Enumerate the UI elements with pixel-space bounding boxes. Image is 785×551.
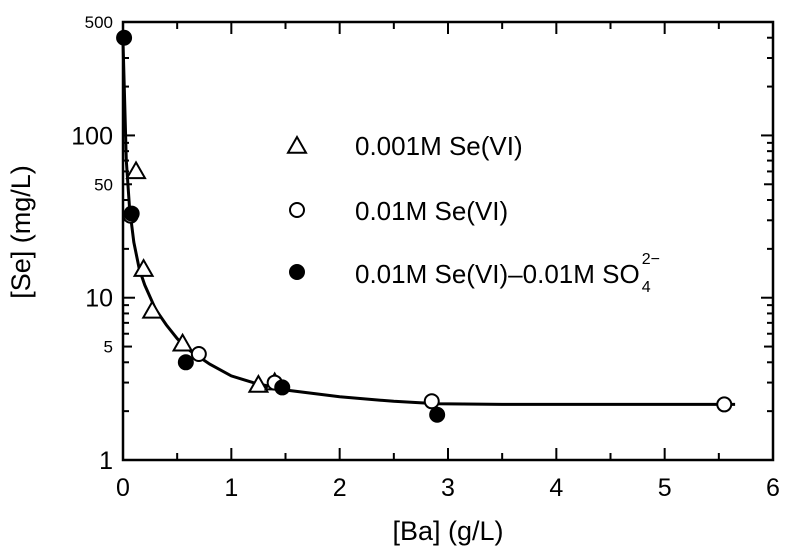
plot-border — [121, 20, 775, 462]
y-tick-label: 50 — [94, 175, 113, 194]
x-tick-label: 2 — [333, 474, 347, 502]
y-axis-title: [Se] (mg/L) — [6, 165, 36, 299]
point-filled-circle — [116, 29, 133, 46]
point-filled-circle — [177, 354, 194, 371]
point-open-circle — [190, 345, 207, 362]
x-tick-label: 5 — [658, 474, 672, 502]
legend-marker-triangle — [286, 134, 308, 154]
x-tick-label: 3 — [441, 474, 455, 502]
legend-marker-open-circle — [289, 202, 305, 218]
legend-label-1: 0.01M Se(VI) — [355, 196, 508, 226]
axis-ticks — [122, 21, 774, 461]
y-tick-label: 10 — [85, 285, 113, 313]
legend-label-2: 0.01M Se(VI)–0.01M SO — [355, 259, 640, 289]
data-points — [116, 29, 733, 423]
legend-filled-circle-icon — [289, 264, 305, 280]
legend-marker-filled-circle — [289, 264, 305, 280]
point-triangle — [132, 258, 155, 277]
point-triangle — [171, 332, 194, 352]
x-tick-label: 1 — [224, 474, 238, 502]
y-tick-label: 500 — [85, 13, 113, 32]
y-tick-label: 1 — [99, 447, 113, 475]
plot-frame — [121, 20, 775, 462]
legend-label-0: 0.001M Se(VI) — [355, 131, 523, 161]
y-tick-label: 100 — [71, 122, 113, 150]
y-tick-label: 5 — [104, 338, 113, 357]
x-tick-label: 6 — [766, 474, 780, 502]
point-filled-circle — [274, 379, 291, 396]
legend: 0.001M Se(VI) 0.01M Se(VI) 0.01M Se(VI)–… — [286, 131, 660, 296]
x-tick-label: 0 — [116, 474, 130, 502]
point-triangle — [141, 299, 163, 319]
point-filled-circle — [429, 406, 446, 423]
point-triangle — [247, 373, 270, 393]
legend-label-2-sub: 4 — [642, 279, 651, 296]
x-axis-title: [Ba] (g/L) — [392, 516, 503, 546]
legend-label-2-sup: 2− — [642, 251, 660, 268]
x-tick-label: 4 — [549, 474, 563, 502]
point-filled-circle — [123, 205, 140, 222]
point-open-circle — [423, 393, 440, 410]
point-triangle — [125, 160, 147, 180]
legend-label-2-main: 0.01M Se(VI)–0.01M SO — [355, 259, 640, 289]
legend-open-circle-icon — [289, 202, 305, 218]
point-open-circle — [716, 396, 733, 413]
legend-triangle-icon — [286, 134, 308, 154]
